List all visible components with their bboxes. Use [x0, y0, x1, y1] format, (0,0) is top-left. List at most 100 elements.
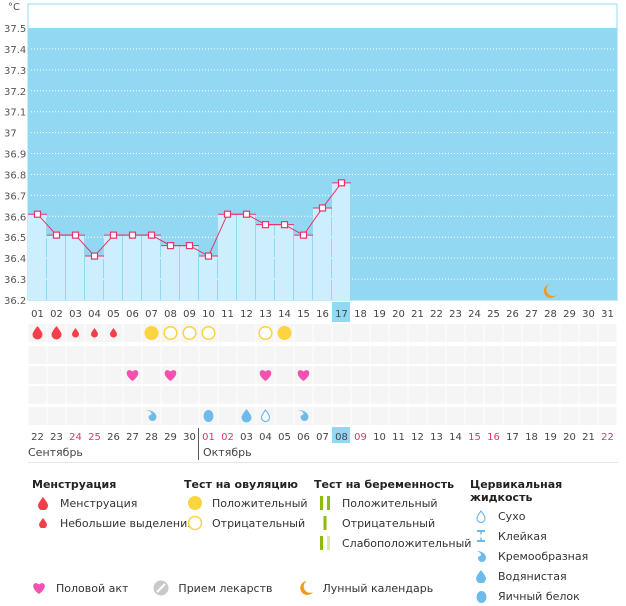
x-tick-label[interactable]: 06: [126, 309, 139, 320]
marker-cell[interactable]: [313, 386, 332, 404]
x-tick-label[interactable]: 13: [259, 309, 272, 320]
marker-cell[interactable]: [218, 407, 237, 425]
marker-cell[interactable]: [332, 366, 351, 384]
x-tick-label[interactable]: 15: [297, 309, 310, 320]
marker-cell[interactable]: [503, 366, 522, 384]
marker-cell[interactable]: [560, 324, 579, 342]
x-tick-label[interactable]: 18: [354, 309, 367, 320]
marker-cell[interactable]: [598, 324, 617, 342]
x-tick-label[interactable]: 12: [240, 309, 253, 320]
marker-cell[interactable]: [370, 366, 389, 384]
marker-cell[interactable]: [275, 386, 294, 404]
marker-cell[interactable]: [522, 407, 541, 425]
marker-cell[interactable]: [427, 386, 446, 404]
marker-cell[interactable]: [408, 346, 427, 364]
marker-cell[interactable]: [104, 366, 123, 384]
marker-cell[interactable]: [142, 346, 161, 364]
marker-cell[interactable]: [484, 346, 503, 364]
marker-cell[interactable]: [370, 386, 389, 404]
calendar-date[interactable]: 07: [316, 432, 329, 443]
marker-cell[interactable]: [237, 366, 256, 384]
marker-cell[interactable]: [579, 386, 598, 404]
temperature-point[interactable]: [128, 231, 137, 239]
marker-cell[interactable]: [598, 346, 617, 364]
x-tick-label[interactable]: 31: [601, 309, 614, 320]
marker-cell[interactable]: [408, 366, 427, 384]
marker-cell[interactable]: [427, 324, 446, 342]
marker-cell[interactable]: [28, 407, 47, 425]
marker-cell[interactable]: [332, 324, 351, 342]
marker-cell[interactable]: [351, 407, 370, 425]
marker-cell[interactable]: [389, 386, 408, 404]
temperature-point[interactable]: [299, 231, 308, 239]
marker-cell[interactable]: [47, 366, 66, 384]
marker-cell[interactable]: [484, 366, 503, 384]
marker-cell[interactable]: [313, 346, 332, 364]
marker-cell[interactable]: [218, 386, 237, 404]
marker-cell[interactable]: [66, 346, 85, 364]
weekend-date[interactable]: 25: [88, 432, 101, 443]
marker-cell[interactable]: [237, 386, 256, 404]
marker-cell[interactable]: [294, 346, 313, 364]
temperature-point[interactable]: [52, 231, 61, 239]
x-tick-label[interactable]: 25: [487, 309, 500, 320]
marker-cell[interactable]: [465, 407, 484, 425]
marker-cell[interactable]: [275, 366, 294, 384]
marker-cell[interactable]: [275, 346, 294, 364]
calendar-date[interactable]: 14: [449, 432, 462, 443]
marker-cell[interactable]: [256, 386, 275, 404]
calendar-date[interactable]: 22: [31, 432, 44, 443]
marker-cell[interactable]: [522, 386, 541, 404]
marker-cell[interactable]: [522, 346, 541, 364]
marker-cell[interactable]: [218, 346, 237, 364]
marker-cell[interactable]: [332, 407, 351, 425]
calendar-date[interactable]: 10: [373, 432, 386, 443]
weekend-date[interactable]: 01: [202, 432, 215, 443]
marker-cell[interactable]: [446, 407, 465, 425]
marker-cell[interactable]: [503, 407, 522, 425]
marker-cell[interactable]: [85, 386, 104, 404]
marker-cell[interactable]: [123, 346, 142, 364]
marker-cell[interactable]: [560, 407, 579, 425]
marker-cell[interactable]: [370, 346, 389, 364]
calendar-date[interactable]: 03: [240, 432, 253, 443]
marker-cell[interactable]: [28, 366, 47, 384]
marker-cell[interactable]: [47, 346, 66, 364]
x-tick-label[interactable]: 03: [69, 309, 82, 320]
marker-cell[interactable]: [351, 324, 370, 342]
x-tick-label[interactable]: 16: [316, 309, 329, 320]
marker-cell[interactable]: [598, 366, 617, 384]
marker-cell[interactable]: [484, 386, 503, 404]
marker-cell[interactable]: [389, 366, 408, 384]
marker-cell[interactable]: [351, 386, 370, 404]
calendar-date[interactable]: 29: [164, 432, 177, 443]
marker-cell[interactable]: [446, 324, 465, 342]
marker-cell[interactable]: [180, 386, 199, 404]
marker-cell[interactable]: [66, 386, 85, 404]
marker-cell[interactable]: [465, 346, 484, 364]
temperature-point[interactable]: [166, 242, 175, 250]
marker-cell[interactable]: [218, 324, 237, 342]
x-tick-label[interactable]: 08: [164, 309, 177, 320]
marker-cell[interactable]: [541, 324, 560, 342]
marker-cell[interactable]: [142, 366, 161, 384]
x-tick-label[interactable]: 10: [202, 309, 215, 320]
marker-cell[interactable]: [465, 366, 484, 384]
temperature-point[interactable]: [261, 221, 270, 229]
x-tick-label[interactable]: 21: [411, 309, 424, 320]
marker-cell[interactable]: [560, 366, 579, 384]
marker-cell[interactable]: [161, 346, 180, 364]
x-tick-label[interactable]: 22: [430, 309, 443, 320]
temperature-point[interactable]: [90, 252, 99, 260]
marker-cell[interactable]: [47, 386, 66, 404]
marker-cell[interactable]: [294, 386, 313, 404]
marker-cell[interactable]: [28, 346, 47, 364]
x-tick-label[interactable]: 29: [563, 309, 576, 320]
x-tick-label[interactable]: 11: [221, 309, 234, 320]
marker-cell[interactable]: [370, 407, 389, 425]
marker-cell[interactable]: [351, 366, 370, 384]
marker-cell[interactable]: [427, 366, 446, 384]
marker-cell[interactable]: [427, 407, 446, 425]
calendar-date[interactable]: 17: [506, 432, 519, 443]
marker-cell[interactable]: [351, 346, 370, 364]
